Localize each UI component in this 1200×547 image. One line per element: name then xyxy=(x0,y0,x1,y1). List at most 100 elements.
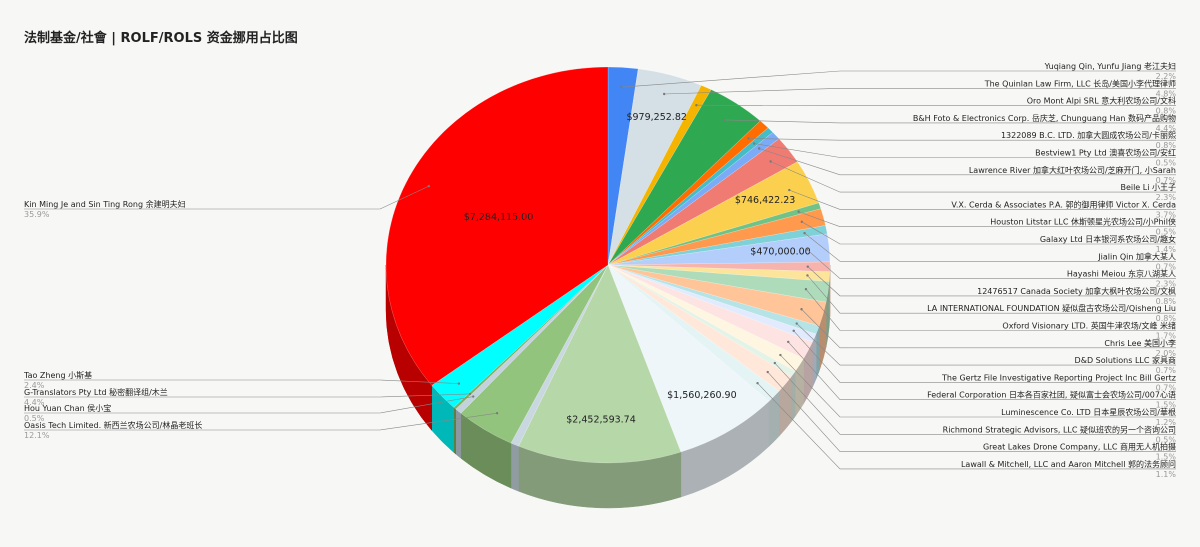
slice-pct-4: 0.8% xyxy=(1156,141,1177,150)
value-label-8: $746,422.23 xyxy=(735,195,795,206)
leader-line-22 xyxy=(767,371,1176,452)
slice-pct-12: 2.3% xyxy=(1156,280,1177,289)
leader-line-12 xyxy=(806,249,1176,279)
pie-slice-10[interactable] xyxy=(607,208,826,266)
slice-label-7: Beile Li 小王子 xyxy=(1120,183,1176,192)
slice-pct-16: 2.0% xyxy=(1156,349,1177,358)
slice-label-4: 1322089 B.C. LTD. 加拿大圆成农场公司/卡丽熙 xyxy=(1001,130,1176,140)
slice-label-30: Tao Zheng 小斯基 xyxy=(23,370,92,380)
slice-pct-31: 35.9% xyxy=(24,210,50,219)
leader-line-21 xyxy=(774,362,1176,435)
pie-slice-0[interactable] xyxy=(607,66,639,266)
pie-slice-14[interactable] xyxy=(607,264,831,282)
pie-slice-31[interactable] xyxy=(385,66,609,386)
leader-line-10 xyxy=(801,221,1176,245)
leader-line-20 xyxy=(780,354,1176,418)
pie-slice-2[interactable] xyxy=(607,85,712,266)
slice-pct-13: 0.8% xyxy=(1156,297,1177,306)
slice-label-12: Hayashi Meiou 东京八湖某人 xyxy=(1067,269,1176,279)
leader-line-17 xyxy=(796,323,1176,366)
slice-label-9: Houston Litstar LLC 休斯顿星光农场公司/小Phil侠 xyxy=(990,217,1176,227)
pie-slice-22[interactable] xyxy=(607,264,792,392)
slice-label-5: Bestview1 Pty Ltd 澳喜农场公司/安红 xyxy=(1035,148,1176,158)
slice-side-26 xyxy=(510,442,519,492)
leader-line-5 xyxy=(754,143,1176,158)
slice-label-0: Yuqiang Qin, Yunfu Jiang 老江夫妇 xyxy=(1044,61,1176,71)
leader-line-3 xyxy=(724,119,1176,124)
pie-slice-24[interactable] xyxy=(607,264,770,453)
slice-pct-10: 1.4% xyxy=(1156,245,1177,254)
pie-slice-25[interactable] xyxy=(518,264,682,464)
leader-line-15 xyxy=(805,289,1176,331)
pie-slice-11[interactable] xyxy=(607,225,828,266)
slice-label-2: Oro Mont Alpi SRL 意大利农场公司/文科 xyxy=(1027,96,1176,106)
value-label-24: $1,560,260.90 xyxy=(667,390,737,401)
slice-side-21 xyxy=(791,370,796,423)
slice-pct-0: 2.2% xyxy=(1156,72,1177,81)
leader-line-14 xyxy=(807,275,1176,314)
slice-pct-29: 4.4% xyxy=(24,398,45,407)
leader-line-9 xyxy=(798,211,1176,227)
slice-label-11: Jialin Qin 加拿大某人 xyxy=(1097,251,1176,261)
leader-line-28 xyxy=(24,396,474,414)
slice-label-8: V.X. Cerda & Associates P.A. 郭的御用律师 Vict… xyxy=(951,199,1176,209)
pie-slice-27[interactable] xyxy=(460,264,609,444)
pie-slice-9[interactable] xyxy=(607,202,822,266)
pie-slice-28[interactable] xyxy=(455,264,609,414)
slice-pct-21: 0.5% xyxy=(1156,435,1177,444)
leader-line-30 xyxy=(24,379,459,384)
slice-pct-14: 0.8% xyxy=(1156,314,1177,323)
slice-label-18: The Gertz File Investigative Reporting P… xyxy=(941,373,1176,382)
pie-slice-17[interactable] xyxy=(607,264,820,335)
pie-slice-8[interactable] xyxy=(607,161,820,266)
slice-label-27: Oasis Tech Limited. 新西兰农场公司/林晶老班长 xyxy=(24,420,202,430)
value-labels: $979,252.82 $746,422.23 $470,000.00 $1,560,… xyxy=(464,112,811,426)
leader-dot-27 xyxy=(495,412,499,415)
slice-pct-23: 1.1% xyxy=(1156,470,1177,479)
slice-label-23: Lawall & Mitchell, LLC and Aaron Mitchel… xyxy=(961,459,1176,469)
slice-label-6: Lawrence River 加拿大红叶农场公司/芝麻开门, 小Sarah xyxy=(969,165,1176,175)
slice-pct-9: 0.5% xyxy=(1156,228,1177,237)
pie-slices xyxy=(385,66,831,464)
pie-slice-15[interactable] xyxy=(607,264,830,303)
slice-label-16: Chris Lee 美国小李 xyxy=(1104,338,1176,348)
value-label-12: $470,000.00 xyxy=(750,247,810,258)
slice-pct-22: 1.5% xyxy=(1156,453,1177,462)
pie-slice-18[interactable] xyxy=(607,264,817,343)
slice-pct-20: 1.2% xyxy=(1156,418,1177,427)
slice-pct-15: 1.7% xyxy=(1156,332,1177,341)
pie-slice-21[interactable] xyxy=(607,264,796,377)
value-label-31: $7,284,115.00 xyxy=(464,212,534,223)
slice-label-21: Richmond Strategic Advisors, LLC 疑似班农的另一… xyxy=(943,424,1176,434)
pie-slice-1[interactable] xyxy=(607,68,702,266)
slice-pct-7: 2.3% xyxy=(1156,193,1177,202)
leader-line-19 xyxy=(788,341,1176,401)
slice-label-13: 12476517 Canada Society 加拿大枫叶农场公司/文枫 xyxy=(977,286,1176,296)
leader-lines xyxy=(24,70,1176,470)
slice-pct-30: 2.4% xyxy=(24,381,45,390)
slice-pct-2: 0.8% xyxy=(1156,107,1177,116)
pie-slice-12[interactable] xyxy=(607,233,831,266)
slice-side-28 xyxy=(455,408,462,459)
leader-dot-29 xyxy=(468,392,472,396)
leader-line-23 xyxy=(757,382,1176,470)
leader-line-31 xyxy=(24,185,429,210)
pie-slice-16[interactable] xyxy=(607,264,827,327)
slice-label-10: Galaxy Ltd 日本银河系农场公司/趣女 xyxy=(1040,234,1176,244)
slice-side-17 xyxy=(815,325,820,380)
pie-slice-29[interactable] xyxy=(453,264,609,410)
leader-line-13 xyxy=(807,266,1176,297)
slice-side-29 xyxy=(453,406,456,455)
slice-label-15: Oxford Visionary LTD. 英国牛津农场/文峰 米绪 xyxy=(1002,321,1176,331)
slice-label-20: Luminescence Co. LTD 日本星辰农场公司/華根 xyxy=(1001,407,1176,417)
leader-line-11 xyxy=(804,232,1176,262)
pie-slice-26[interactable] xyxy=(510,264,609,447)
leader-line-16 xyxy=(801,309,1176,349)
pie-slice-13[interactable] xyxy=(607,261,831,273)
slice-pct-19: 1.5% xyxy=(1156,401,1177,410)
pie-slice-30[interactable] xyxy=(431,264,609,408)
pie-slice-5[interactable] xyxy=(607,127,774,266)
pie-slice-23[interactable] xyxy=(607,264,780,402)
leader-line-27 xyxy=(24,412,498,431)
